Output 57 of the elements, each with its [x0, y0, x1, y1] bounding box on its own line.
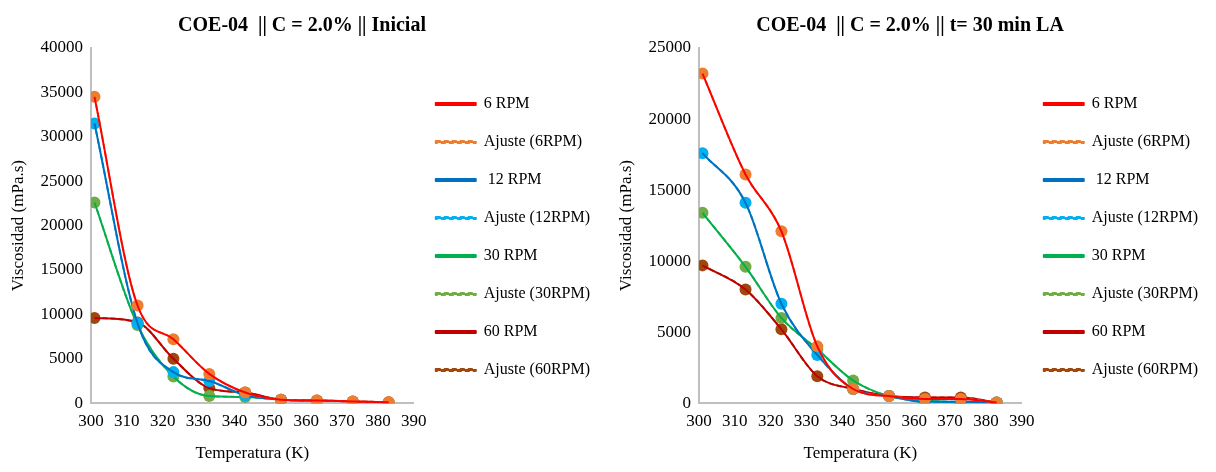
x-tick-label: 350	[865, 410, 892, 430]
x-tick-label: 310	[722, 410, 748, 430]
y-tick-label: 25000	[40, 170, 83, 190]
x-tick-label: 310	[114, 410, 140, 430]
legend-label: Ajuste (30RPM)	[483, 284, 591, 303]
y-tick-label: 40000	[40, 37, 83, 57]
x-tick-label: 380	[973, 410, 999, 430]
legend-label: Ajuste (6RPM)	[483, 132, 583, 151]
legend-label: 30 RPM	[483, 246, 538, 264]
legend-label: Ajuste (60RPM)	[483, 360, 591, 379]
x-tick-label: 390	[1009, 410, 1035, 430]
legend-label: 60 RPM	[1091, 322, 1146, 340]
legend-label: Ajuste (60RPM)	[1091, 360, 1199, 379]
legend-label: 30 RPM	[1091, 246, 1146, 264]
x-tick-label: 360	[901, 410, 927, 430]
x-tick-label: 300	[686, 410, 712, 430]
y-tick-label: 30000	[40, 126, 83, 146]
x-tick-label: 370	[937, 410, 963, 430]
legend-label: 12 RPM	[483, 170, 542, 188]
x-tick-label: 320	[757, 410, 784, 430]
y-tick-label: 5000	[656, 321, 691, 341]
legend-label: Ajuste (12RPM)	[483, 208, 591, 227]
x-tick-label: 340	[221, 410, 248, 430]
y-tick-label: 0	[682, 392, 691, 412]
x-tick-label: 360	[293, 410, 319, 430]
legend-label: Ajuste (6RPM)	[1091, 132, 1191, 151]
x-axis-title: Temperatura (K)	[195, 443, 310, 463]
chart-title: COE-04 || C = 2.0% || Inicial	[178, 13, 427, 37]
x-tick-label: 390	[401, 410, 427, 430]
x-tick-label: 350	[257, 410, 284, 430]
x-tick-label: 370	[329, 410, 355, 430]
x-tick-label: 320	[149, 410, 176, 430]
y-tick-label: 35000	[40, 81, 83, 101]
x-tick-label: 330	[793, 410, 820, 430]
x-tick-label: 380	[365, 410, 391, 430]
legend-label: 12 RPM	[1091, 170, 1150, 188]
x-tick-label: 330	[185, 410, 212, 430]
y-tick-label: 20000	[40, 215, 83, 235]
legend-label: Ajuste (30RPM)	[1091, 284, 1199, 303]
y-tick-label: 20000	[648, 108, 691, 128]
legend-label: Ajuste (12RPM)	[1091, 208, 1199, 227]
x-axis-title: Temperatura (K)	[803, 443, 918, 463]
y-tick-label: 0	[74, 392, 83, 412]
y-tick-label: 15000	[648, 179, 691, 199]
legend-label: 6 RPM	[1091, 94, 1138, 112]
y-tick-label: 10000	[40, 303, 83, 323]
y-tick-label: 10000	[648, 250, 691, 270]
y-tick-label: 15000	[40, 259, 83, 279]
y-axis-title: Viscosidad (mPa.s)	[7, 160, 27, 292]
y-tick-label: 5000	[48, 348, 83, 368]
chart-title: COE-04 || C = 2.0% || t= 30 min LA	[756, 13, 1065, 37]
x-tick-label: 300	[78, 410, 104, 430]
x-tick-label: 340	[829, 410, 856, 430]
y-axis-title: Viscosidad (mPa.s)	[615, 160, 635, 292]
legend-label: 60 RPM	[483, 322, 538, 340]
legend-label: 6 RPM	[483, 94, 530, 112]
y-tick-label: 25000	[648, 37, 691, 57]
